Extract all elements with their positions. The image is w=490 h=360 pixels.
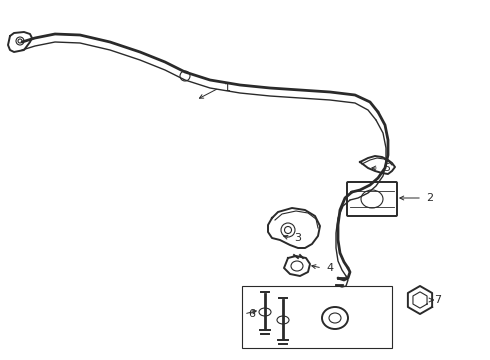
Text: 2: 2 xyxy=(426,193,434,203)
Text: 6: 6 xyxy=(248,309,255,319)
Text: 5: 5 xyxy=(384,163,391,173)
Bar xyxy=(242,286,392,348)
Text: 3: 3 xyxy=(294,233,301,243)
Text: 1: 1 xyxy=(223,83,230,93)
Text: 7: 7 xyxy=(435,295,441,305)
Text: 4: 4 xyxy=(326,263,334,273)
